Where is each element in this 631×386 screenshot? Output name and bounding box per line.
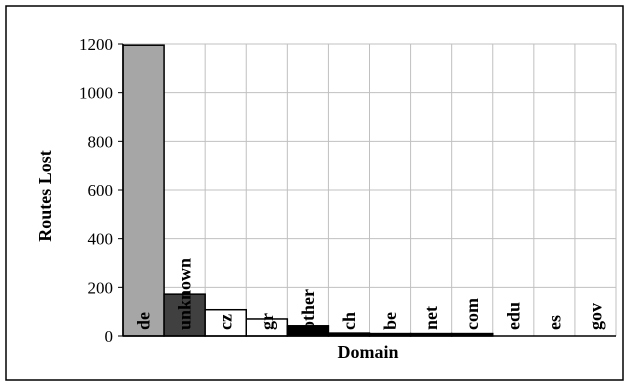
y-tick-label: 0 xyxy=(105,327,114,346)
category-label-unknown: unknown xyxy=(175,258,195,330)
category-label-es: es xyxy=(544,315,564,330)
x-axis-title: Domain xyxy=(337,342,398,362)
y-tick-label: 1000 xyxy=(79,84,113,103)
y-tick-label: 1200 xyxy=(79,35,113,54)
category-label-be: be xyxy=(380,312,400,330)
category-label-gr: gr xyxy=(257,313,277,330)
y-tick-label: 200 xyxy=(88,278,114,297)
gridlines xyxy=(123,43,617,336)
y-tick-label: 600 xyxy=(88,181,114,200)
category-label-cz: cz xyxy=(216,314,236,330)
y-axis-title: Routes Lost xyxy=(35,150,55,242)
bar-labels: de unknown cz gr other ch be net com edu es gov xyxy=(134,258,606,330)
category-label-de: de xyxy=(134,312,154,330)
bar-cz xyxy=(204,308,248,337)
bar-unknown xyxy=(163,293,206,337)
category-label-ch: ch xyxy=(339,312,359,330)
category-label-gov: gov xyxy=(585,303,605,330)
bars xyxy=(122,44,494,337)
y-tick-label: 400 xyxy=(88,230,114,249)
axes: 0 200 400 600 800 1000 1200 xyxy=(79,35,616,346)
category-label-com: com xyxy=(462,298,482,330)
category-label-edu: edu xyxy=(503,302,523,330)
category-label-net: net xyxy=(421,306,441,330)
category-label-other: other xyxy=(298,289,318,330)
y-tick-label: 800 xyxy=(88,132,114,151)
bar-de xyxy=(122,44,165,337)
